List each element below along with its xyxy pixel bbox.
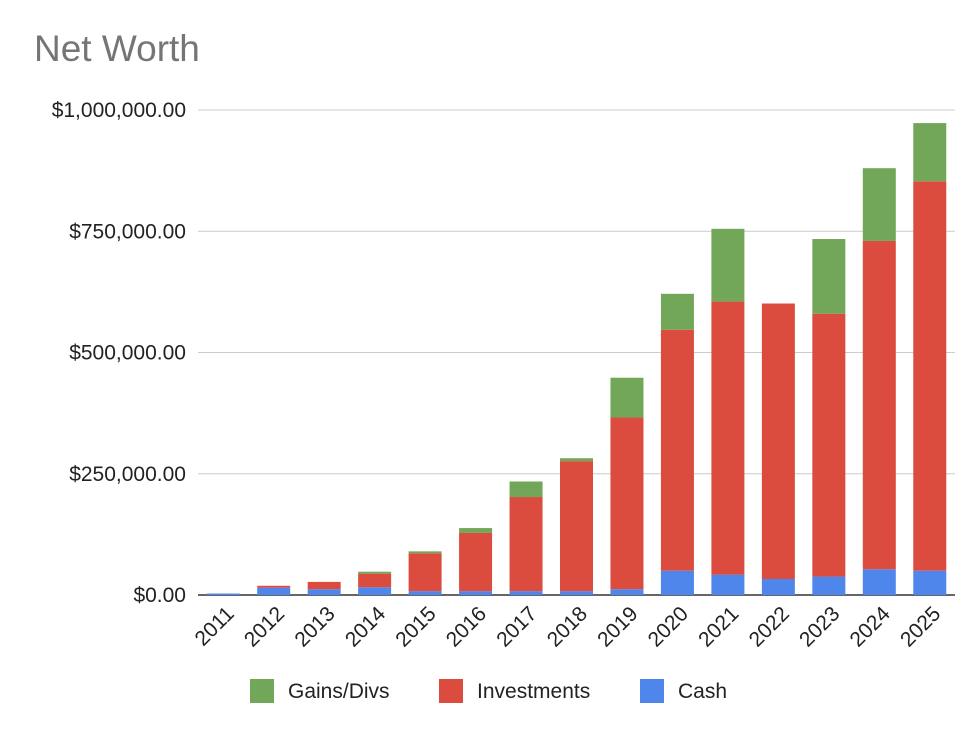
bar-cash-2018	[560, 591, 593, 595]
bar-gains-divs-2020	[660, 293, 694, 330]
bar-investments-2015	[408, 553, 442, 592]
bar-gains-divs-2019	[610, 377, 644, 418]
bar-cash-2019	[610, 589, 644, 595]
bar-cash-2016	[459, 591, 493, 595]
bar-cash-2014	[358, 587, 392, 595]
bar-investments-2022	[761, 303, 795, 579]
x-tick-label: 2023	[795, 602, 844, 651]
y-tick-label: $250,000.00	[69, 463, 186, 486]
bar-investments-2020	[660, 329, 694, 571]
x-tick-label: 2022	[745, 602, 794, 651]
legend-label-cash: Cash	[678, 680, 727, 703]
x-tick-label: 2012	[240, 602, 289, 651]
x-tick-label: 2018	[543, 602, 592, 651]
bar-gains-divs-2024	[862, 168, 896, 241]
bar-investments-2018	[560, 461, 593, 592]
x-tick-label: 2025	[896, 602, 945, 651]
bar-cash-2012	[257, 587, 291, 595]
x-tick-label: 2013	[290, 602, 339, 651]
bar-investments-2013	[307, 581, 341, 590]
bar-gains-divs-2023	[812, 239, 846, 314]
bar-cash-2025	[913, 570, 947, 595]
y-tick-label: $0.00	[133, 584, 186, 607]
bar-investments-2012	[257, 585, 291, 588]
bar-cash-2020	[660, 570, 694, 595]
x-tick-label: 2014	[341, 602, 391, 652]
x-tick-label: 2024	[846, 602, 896, 652]
bar-gains-divs-2017	[509, 481, 543, 498]
x-tick-label: 2017	[492, 602, 541, 651]
x-tick-label: 2020	[644, 602, 693, 651]
y-tick-label: $500,000.00	[69, 342, 186, 365]
bar-cash-2024	[862, 569, 896, 595]
bar-cash-2011	[206, 593, 240, 595]
bar-gains-divs-2018	[560, 458, 593, 462]
bar-investments-2025	[913, 181, 947, 571]
bar-investments-2016	[459, 532, 493, 592]
bar-cash-2013	[307, 589, 341, 595]
x-tick-label: 2015	[391, 602, 440, 651]
chart-title: Net Worth	[34, 28, 200, 69]
legend-swatch-investments	[439, 679, 463, 703]
legend-swatch-cash	[640, 679, 664, 703]
bar-investments-2014	[358, 573, 392, 588]
bar-gains-divs-2021	[711, 228, 745, 302]
bar-investments-2021	[711, 301, 745, 575]
bar-investments-2024	[862, 240, 896, 570]
legend-label-investments: Investments	[477, 680, 590, 703]
bar-gains-divs-2016	[459, 528, 493, 533]
y-tick-label: $1,000,000.00	[52, 99, 186, 122]
bar-gains-divs-2014	[358, 571, 392, 574]
legend-swatch-gains-divs	[250, 679, 274, 703]
bar-gains-divs-2015	[408, 551, 442, 554]
x-tick-label: 2019	[593, 602, 642, 651]
bar-cash-2015	[408, 591, 442, 595]
legend-label-gains-divs: Gains/Divs	[288, 680, 390, 703]
bar-cash-2021	[711, 574, 745, 595]
bar-cash-2023	[812, 576, 846, 595]
bar-investments-2017	[509, 497, 543, 592]
bar-cash-2017	[509, 591, 543, 595]
bar-investments-2023	[812, 313, 846, 577]
bar-investments-2019	[610, 417, 644, 590]
x-tick-label: 2011	[191, 602, 239, 650]
x-tick-label: 2021	[694, 602, 743, 651]
y-tick-label: $750,000.00	[69, 220, 186, 243]
x-tick-label: 2016	[442, 602, 491, 651]
bar-gains-divs-2025	[913, 123, 947, 182]
bar-cash-2022	[761, 578, 795, 595]
